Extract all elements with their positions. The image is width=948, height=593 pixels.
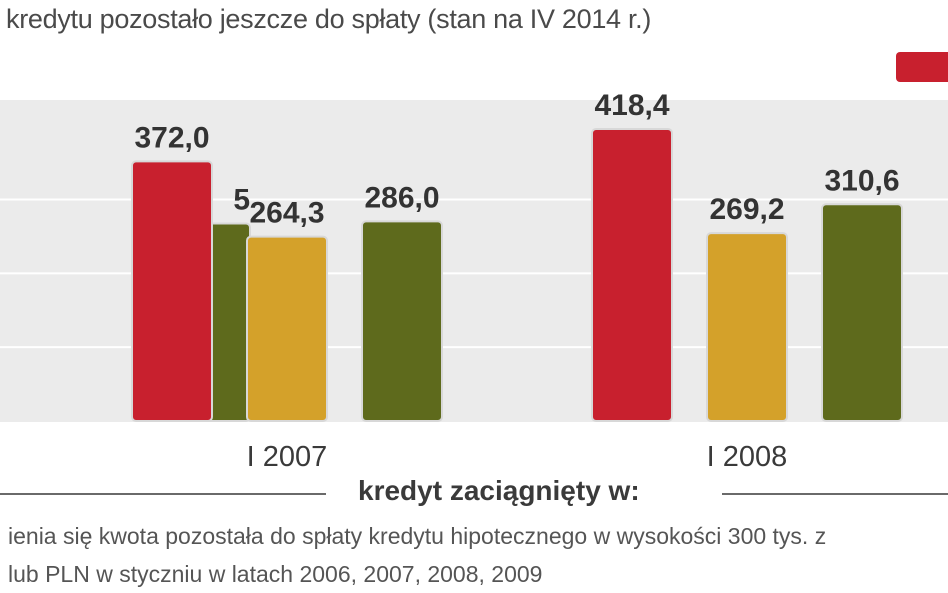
bar-g1-s0 [131,160,213,422]
bar-g1-s1 [246,235,328,422]
x-axis-label-row: kredyt zaciągnięty w: [0,475,948,515]
value-label-g1-s1: 264,3 [249,197,324,230]
category-label-1: I 2007 [247,441,328,473]
legend-swatch-red [896,52,948,82]
value-label-g2-s2: 310,6 [824,164,899,197]
footnote-line-1: ienia się kwota pozostała do spłaty kred… [8,523,827,549]
bar-g2-s2 [821,203,903,422]
category-label-2: I 2008 [707,441,788,473]
bar-g2-s1 [706,232,788,422]
x-axis-rule-right [722,493,948,495]
value-label-g0-s2: 5 [233,184,250,217]
bar-g2-s0 [591,128,673,422]
x-axis-label: kredyt zaciągnięty w: [358,475,640,506]
footnote-line-2: lub PLN w styczniu w latach 2006, 2007, … [8,561,543,587]
bar-chart: 5 372,0 264,3 286,0 I 2007 418,4 269,2 310,6 I 2… [0,89,948,473]
value-label-g2-s0: 418,4 [594,89,669,122]
value-label-g1-s0: 372,0 [134,121,209,154]
value-label-g1-s2: 286,0 [364,181,439,214]
bar-g1-s2 [361,220,443,422]
value-label-g2-s1: 269,2 [709,193,784,226]
x-axis-rule-left [0,493,326,495]
chart-title: kredytu pozostało jeszcze do spłaty (sta… [6,4,652,34]
